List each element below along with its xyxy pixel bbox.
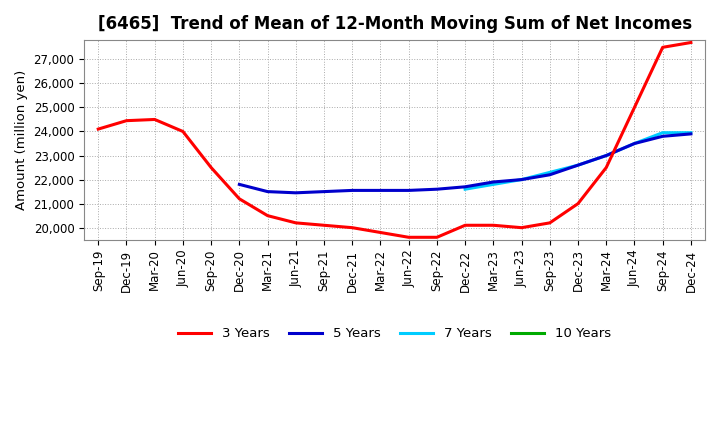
- 3 Years: [292, 220, 300, 226]
- 5 Years: [546, 172, 554, 177]
- 3 Years: [546, 220, 554, 226]
- Line: 5 Years: 5 Years: [239, 134, 691, 193]
- 3 Years: [517, 225, 526, 230]
- 3 Years: [687, 40, 696, 45]
- 3 Years: [461, 223, 469, 228]
- 3 Years: [320, 223, 328, 228]
- 3 Years: [348, 225, 356, 230]
- 7 Years: [602, 153, 611, 158]
- Line: 7 Years: 7 Years: [465, 133, 691, 189]
- 7 Years: [658, 130, 667, 136]
- 5 Years: [433, 187, 441, 192]
- 5 Years: [376, 188, 384, 193]
- 3 Years: [122, 118, 131, 123]
- 7 Years: [489, 182, 498, 187]
- 5 Years: [348, 188, 356, 193]
- 3 Years: [376, 230, 384, 235]
- 3 Years: [405, 235, 413, 240]
- 3 Years: [235, 196, 243, 202]
- 3 Years: [433, 235, 441, 240]
- 5 Years: [405, 188, 413, 193]
- 3 Years: [207, 165, 215, 170]
- 5 Years: [687, 131, 696, 136]
- 7 Years: [517, 177, 526, 182]
- 5 Years: [658, 134, 667, 139]
- 7 Years: [461, 187, 469, 192]
- Line: 3 Years: 3 Years: [98, 43, 691, 237]
- 5 Years: [320, 189, 328, 194]
- 3 Years: [574, 201, 582, 206]
- 5 Years: [461, 184, 469, 190]
- 7 Years: [687, 130, 696, 136]
- 3 Years: [179, 129, 187, 134]
- 5 Years: [574, 162, 582, 168]
- 3 Years: [94, 126, 102, 132]
- 5 Years: [602, 153, 611, 158]
- 5 Years: [264, 189, 272, 194]
- 7 Years: [574, 162, 582, 168]
- 3 Years: [658, 45, 667, 50]
- 3 Years: [630, 105, 639, 110]
- 3 Years: [489, 223, 498, 228]
- 5 Years: [489, 180, 498, 185]
- Y-axis label: Amount (million yen): Amount (million yen): [15, 70, 28, 210]
- 3 Years: [602, 165, 611, 170]
- 5 Years: [292, 190, 300, 195]
- 3 Years: [150, 117, 159, 122]
- 5 Years: [630, 141, 639, 146]
- 3 Years: [264, 213, 272, 218]
- 7 Years: [546, 170, 554, 175]
- 5 Years: [235, 182, 243, 187]
- Title: [6465]  Trend of Mean of 12-Month Moving Sum of Net Incomes: [6465] Trend of Mean of 12-Month Moving …: [97, 15, 692, 33]
- Legend: 3 Years, 5 Years, 7 Years, 10 Years: 3 Years, 5 Years, 7 Years, 10 Years: [173, 322, 616, 346]
- 5 Years: [517, 177, 526, 182]
- 7 Years: [630, 141, 639, 146]
